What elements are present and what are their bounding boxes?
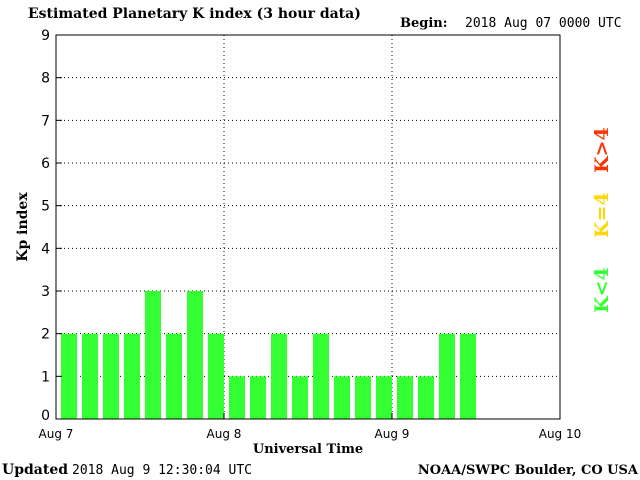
y-tick-label: 7 [41, 113, 50, 129]
kp-bar [460, 333, 476, 419]
y-tick-labels: 0 1 2 3 4 5 6 7 8 9 [41, 28, 62, 424]
y-tick-label: 1 [41, 369, 50, 385]
y-tick-label: 8 [41, 71, 50, 87]
kp-bar [355, 376, 371, 419]
kp-bar [82, 333, 98, 419]
y-axis-label: Kp index [15, 192, 31, 262]
kp-bar [187, 291, 203, 419]
legend-k-equal-4: K=4 [591, 192, 613, 238]
bars [61, 291, 476, 419]
y-tick-label: 3 [41, 284, 50, 300]
kp-bar [418, 376, 434, 419]
y-tick-label: 9 [41, 28, 50, 44]
x-tick-labels: Aug 7 Aug 8 Aug 9 Aug 10 [39, 413, 582, 441]
kp-bar [166, 333, 182, 419]
x-tick-label: Aug 7 [39, 427, 74, 441]
x-tick-label: Aug 10 [539, 427, 582, 441]
y-tick-label: 2 [41, 327, 50, 343]
kp-bar [208, 333, 224, 419]
y-tick-label: 4 [41, 241, 50, 257]
kp-bar [250, 376, 266, 419]
y-tick-label: 5 [41, 199, 50, 215]
x-tick-label: Aug 9 [375, 427, 410, 441]
x-axis-label: Universal Time [253, 442, 363, 457]
kp-bar [292, 376, 308, 419]
updated-label: Updated [2, 462, 68, 478]
kp-bar [145, 291, 161, 419]
kp-bar [397, 376, 413, 419]
grid-lines [56, 35, 560, 419]
legend-k-less-4: K<4 [591, 267, 613, 313]
x-tick-label: Aug 8 [207, 427, 242, 441]
chart-title: Estimated Planetary K index (3 hour data… [28, 6, 361, 22]
updated-value: 2018 Aug 9 12:30:04 UTC [72, 463, 252, 478]
kp-bar [229, 376, 245, 419]
begin-value: 2018 Aug 07 0000 UTC [465, 16, 622, 31]
begin-label: Begin: [400, 16, 448, 31]
legend-k-greater-4: K>4 [591, 127, 613, 173]
plot-frame [55, 34, 561, 420]
y-tick-label: 0 [41, 408, 50, 424]
kp-bar [439, 333, 455, 419]
kp-bar [103, 333, 119, 419]
kp-bar [376, 376, 392, 419]
kp-bar [334, 376, 350, 419]
kp-bar [271, 333, 287, 419]
kp-bar [61, 333, 77, 419]
kp-bar [124, 333, 140, 419]
kp-bar [313, 333, 329, 419]
credit-text: NOAA/SWPC Boulder, CO USA [418, 463, 639, 478]
y-tick-label: 6 [41, 156, 50, 172]
